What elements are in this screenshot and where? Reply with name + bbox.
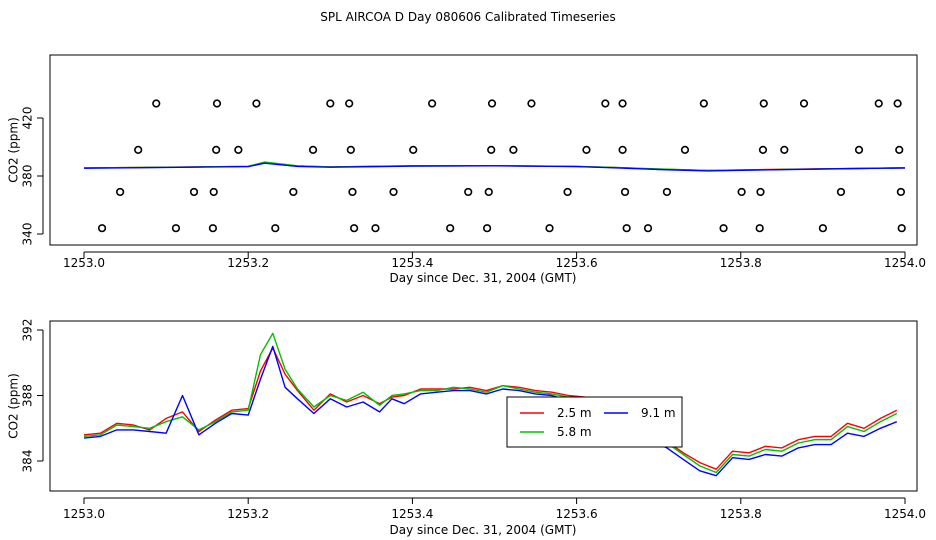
top-panel: 1253.0 1253.2 1253.4 1253.6 1253.8 1254.0 Day …	[7, 54, 926, 285]
data-point	[622, 224, 631, 233]
data-point	[212, 99, 222, 108]
legend: 2.5 m 5.8 m 9.1 m	[506, 396, 683, 448]
data-point	[563, 187, 572, 197]
chart-title: SPL AIRCOA D Day 080606 Calibrated Times…	[320, 10, 616, 24]
data-point	[836, 187, 846, 197]
data-point	[326, 99, 335, 108]
x-tick-label: 1253.8	[720, 256, 762, 270]
data-point	[874, 99, 883, 108]
plot-area	[83, 332, 898, 477]
data-point	[209, 187, 218, 197]
data-point	[212, 145, 221, 154]
legend-label: 5.8 m	[557, 425, 592, 439]
data-point	[699, 99, 708, 108]
x-axis-label: Day since Dec. 31, 2004 (GMT)	[390, 271, 577, 285]
plot-frame	[49, 54, 918, 246]
data-point	[897, 224, 906, 233]
data-point	[755, 224, 764, 233]
x-tick-label: 1253.4	[391, 507, 433, 521]
series-line	[83, 162, 906, 172]
x-tick-label: 1253.2	[227, 507, 269, 521]
data-point	[780, 145, 789, 154]
legend-box	[506, 396, 683, 448]
y-axis-label: CO2 (ppm)	[7, 373, 21, 439]
data-point	[509, 145, 518, 154]
y-tick-label: 420	[21, 107, 35, 130]
data-point	[348, 187, 357, 197]
x-tick-label: 1253.4	[391, 256, 433, 270]
y-tick-label: 340	[21, 223, 35, 246]
data-point	[719, 224, 728, 233]
data-point	[345, 99, 354, 108]
data-point	[545, 224, 554, 233]
data-point	[854, 145, 864, 154]
data-point	[271, 224, 280, 233]
series-line	[83, 345, 898, 477]
x-axis-label: Day since Dec. 31, 2004 (GMT)	[390, 523, 577, 537]
data-point	[758, 145, 768, 154]
data-point	[582, 145, 591, 154]
data-point	[618, 99, 627, 108]
data-point	[464, 187, 473, 197]
y-tick-label: 384	[21, 450, 35, 473]
data-point	[350, 224, 359, 233]
data-point	[662, 187, 672, 197]
data-point	[346, 145, 355, 154]
data-point	[483, 224, 492, 233]
data-point	[759, 99, 768, 108]
x-tick-label: 1253.2	[227, 256, 269, 270]
y-axis-label: CO2 (ppm)	[7, 117, 21, 183]
data-point	[446, 224, 455, 233]
y-tick-label: 380	[21, 165, 35, 188]
data-point	[171, 224, 181, 233]
plot-frame	[49, 320, 918, 492]
data-point	[487, 99, 497, 108]
data-point	[97, 224, 107, 233]
data-point	[409, 145, 418, 154]
data-point	[896, 187, 905, 197]
x-tick-label: 1253.6	[556, 256, 598, 270]
x-tick-label: 1254.0	[884, 256, 926, 270]
data-point	[234, 145, 243, 154]
data-point	[893, 99, 902, 108]
x-tick-label: 1253.0	[63, 507, 105, 521]
data-point	[308, 145, 318, 154]
data-point	[116, 187, 125, 197]
data-point	[134, 145, 143, 154]
data-point	[618, 145, 627, 154]
data-point	[484, 187, 493, 197]
data-point	[389, 187, 398, 197]
data-point	[252, 99, 261, 108]
bottom-panel: 1253.0 1253.2 1253.4 1253.6 1253.8 1254.0 Day …	[7, 319, 927, 537]
data-point	[152, 99, 161, 108]
data-point	[371, 224, 380, 233]
data-point	[620, 187, 630, 197]
series-line	[83, 332, 898, 474]
x-tick-label: 1254.0	[884, 507, 926, 521]
data-point	[289, 187, 298, 197]
data-point	[643, 224, 653, 233]
data-point	[756, 187, 765, 197]
data-point	[527, 99, 536, 108]
legend-label: 9.1 m	[641, 406, 676, 420]
data-point	[799, 99, 809, 108]
x-tick-label: 1253.8	[720, 507, 762, 521]
data-point	[680, 145, 690, 154]
data-point	[737, 187, 746, 197]
data-point	[208, 224, 217, 233]
data-point	[487, 145, 496, 154]
y-tick-label: 388	[21, 384, 35, 407]
data-point	[428, 99, 437, 108]
legend-label: 2.5 m	[557, 406, 592, 420]
data-point	[818, 224, 828, 233]
x-tick-label: 1253.6	[556, 507, 598, 521]
series-line	[83, 347, 898, 470]
plot-area	[83, 99, 906, 233]
data-point	[601, 99, 610, 108]
y-tick-label: 392	[21, 319, 35, 342]
data-point	[895, 145, 904, 154]
data-point	[189, 187, 199, 197]
x-tick-label: 1253.0	[63, 256, 105, 270]
